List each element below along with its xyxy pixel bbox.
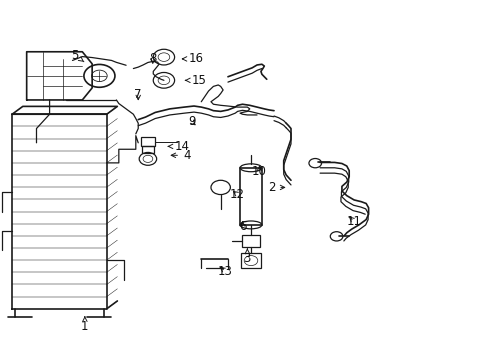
Text: 6: 6 xyxy=(238,220,246,233)
Text: 9: 9 xyxy=(187,115,195,128)
Text: 16: 16 xyxy=(182,52,203,65)
Text: 10: 10 xyxy=(252,165,266,178)
Text: 2: 2 xyxy=(267,181,284,194)
Text: 3: 3 xyxy=(243,249,251,265)
Text: 12: 12 xyxy=(230,188,244,201)
Text: 15: 15 xyxy=(185,74,206,87)
Text: 11: 11 xyxy=(346,215,361,228)
Text: 8: 8 xyxy=(149,52,156,65)
Text: 13: 13 xyxy=(218,265,232,278)
Text: 7: 7 xyxy=(134,88,142,101)
Text: 5: 5 xyxy=(71,49,84,62)
Text: 1: 1 xyxy=(81,317,89,333)
Text: 14: 14 xyxy=(168,140,189,153)
Text: 4: 4 xyxy=(171,149,190,162)
